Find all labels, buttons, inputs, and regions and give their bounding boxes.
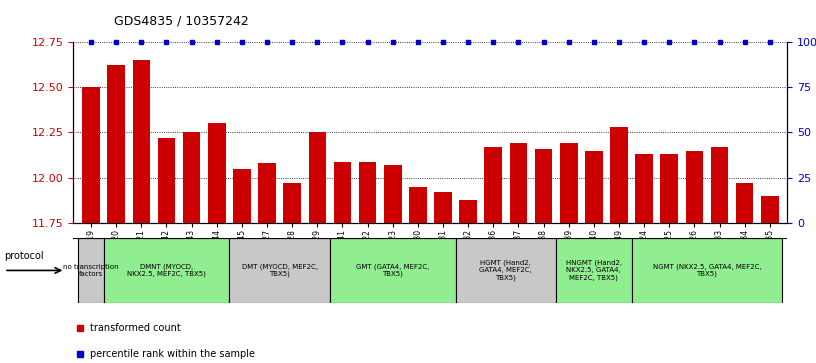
Bar — [78, 238, 104, 303]
Bar — [82, 87, 100, 223]
Bar — [632, 238, 783, 303]
Text: percentile rank within the sample: percentile rank within the sample — [90, 348, 255, 359]
Bar — [258, 163, 276, 223]
Bar — [761, 196, 778, 223]
Bar — [711, 147, 729, 223]
Bar — [485, 147, 502, 223]
Text: protocol: protocol — [4, 251, 44, 261]
Text: DMNT (MYOCD,
NKX2.5, MEF2C, TBX5): DMNT (MYOCD, NKX2.5, MEF2C, TBX5) — [127, 264, 206, 277]
Bar — [560, 143, 578, 223]
Bar — [434, 192, 452, 223]
Bar — [685, 151, 703, 223]
Bar — [557, 238, 632, 303]
Text: DMT (MYOCD, MEF2C,
TBX5): DMT (MYOCD, MEF2C, TBX5) — [242, 264, 317, 277]
Text: transformed count: transformed count — [90, 323, 180, 333]
Bar — [636, 154, 653, 223]
Bar — [455, 238, 557, 303]
Bar — [359, 162, 376, 223]
Bar — [132, 60, 150, 223]
Bar — [157, 138, 175, 223]
Bar — [229, 238, 330, 303]
Text: HGMT (Hand2,
GATA4, MEF2C,
TBX5): HGMT (Hand2, GATA4, MEF2C, TBX5) — [480, 260, 532, 281]
Bar — [334, 162, 351, 223]
Bar — [104, 238, 229, 303]
Bar — [510, 143, 527, 223]
Bar — [330, 238, 455, 303]
Bar — [660, 154, 678, 223]
Bar — [308, 132, 326, 223]
Bar — [610, 127, 628, 223]
Bar — [108, 65, 125, 223]
Bar — [534, 149, 552, 223]
Text: HNGMT (Hand2,
NKX2.5, GATA4,
MEF2C, TBX5): HNGMT (Hand2, NKX2.5, GATA4, MEF2C, TBX5… — [565, 260, 622, 281]
Bar — [208, 123, 225, 223]
Text: no transcription
factors: no transcription factors — [63, 264, 119, 277]
Text: GDS4835 / 10357242: GDS4835 / 10357242 — [114, 14, 249, 27]
Bar — [585, 151, 603, 223]
Text: NGMT (NKX2.5, GATA4, MEF2C,
TBX5): NGMT (NKX2.5, GATA4, MEF2C, TBX5) — [653, 264, 761, 277]
Bar — [233, 169, 251, 223]
Bar — [283, 183, 301, 223]
Bar — [459, 200, 477, 223]
Bar — [183, 132, 201, 223]
Bar — [409, 187, 427, 223]
Bar — [736, 183, 753, 223]
Bar — [384, 165, 401, 223]
Text: GMT (GATA4, MEF2C,
TBX5): GMT (GATA4, MEF2C, TBX5) — [356, 264, 429, 277]
